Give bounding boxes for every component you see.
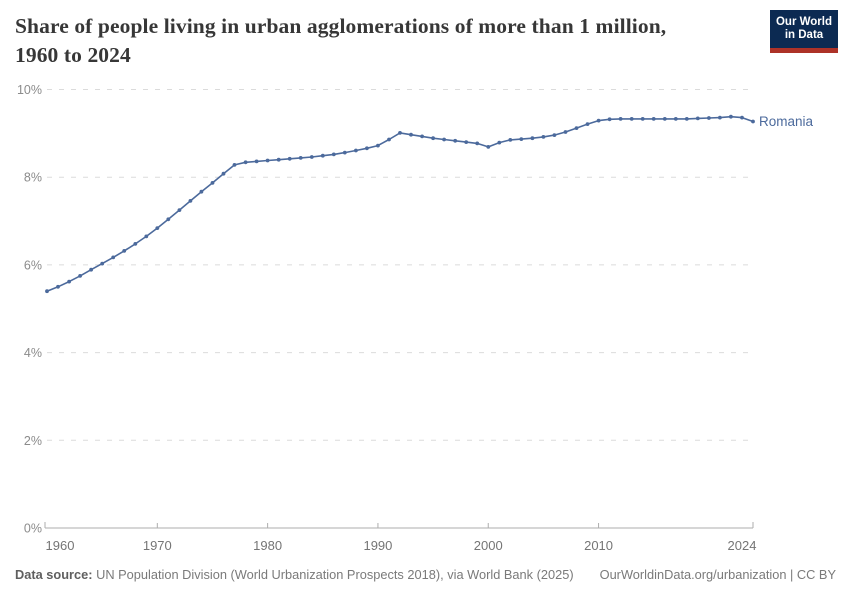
data-point[interactable] bbox=[177, 208, 182, 213]
data-point[interactable] bbox=[232, 163, 237, 167]
data-point[interactable] bbox=[552, 133, 557, 138]
data-point[interactable] bbox=[585, 122, 590, 126]
x-axis-tick-label: 1960 bbox=[46, 538, 75, 553]
data-point[interactable] bbox=[486, 145, 491, 149]
data-point[interactable] bbox=[684, 117, 689, 121]
data-point[interactable] bbox=[78, 274, 82, 278]
data-point[interactable] bbox=[420, 134, 424, 139]
data-point[interactable] bbox=[695, 116, 700, 121]
data-point[interactable] bbox=[243, 160, 248, 165]
data-point[interactable] bbox=[740, 115, 744, 120]
y-axis-tick-label: 4% bbox=[24, 346, 42, 360]
data-point[interactable] bbox=[331, 152, 336, 157]
data-source-label: Data source: bbox=[15, 567, 93, 582]
data-point[interactable] bbox=[221, 171, 226, 176]
chart-title-line1: Share of people living in urban agglomer… bbox=[15, 14, 667, 38]
x-axis-tick-label: 2000 bbox=[474, 538, 503, 553]
x-axis-tick-label: 1980 bbox=[253, 538, 282, 553]
data-point[interactable] bbox=[618, 117, 623, 121]
data-point[interactable] bbox=[89, 267, 93, 272]
data-point[interactable] bbox=[442, 137, 446, 142]
data-point[interactable] bbox=[607, 117, 612, 122]
data-point[interactable] bbox=[519, 137, 524, 142]
data-point[interactable] bbox=[100, 261, 105, 266]
data-point[interactable] bbox=[166, 217, 171, 222]
data-point[interactable] bbox=[497, 140, 502, 145]
data-point[interactable] bbox=[541, 135, 546, 139]
x-axis-tick-label: 2010 bbox=[584, 538, 613, 553]
data-point[interactable] bbox=[673, 117, 678, 121]
data-point[interactable] bbox=[122, 249, 127, 253]
y-axis-tick-label: 6% bbox=[24, 258, 42, 272]
data-point[interactable] bbox=[629, 117, 634, 121]
owid-citation-link[interactable]: OurWorldinData.org/urbanization | CC BY bbox=[599, 567, 836, 582]
data-point[interactable] bbox=[574, 126, 579, 130]
y-axis-tick-label: 2% bbox=[24, 434, 42, 448]
data-point[interactable] bbox=[409, 132, 413, 137]
data-point[interactable] bbox=[398, 131, 402, 135]
data-point[interactable] bbox=[651, 117, 656, 121]
chart-footer: Data source: UN Population Division (Wor… bbox=[15, 567, 836, 582]
data-point[interactable] bbox=[298, 156, 303, 160]
data-point[interactable] bbox=[309, 155, 314, 159]
data-point[interactable] bbox=[287, 156, 292, 161]
owid-logo-text-line1: Our World bbox=[775, 16, 832, 28]
x-axis-tick-label: 1990 bbox=[363, 538, 392, 553]
data-point[interactable] bbox=[563, 130, 568, 134]
y-axis-tick-label: 8% bbox=[24, 171, 42, 185]
series-end-label[interactable]: Romania bbox=[759, 114, 814, 129]
data-point[interactable] bbox=[387, 137, 391, 142]
data-point[interactable] bbox=[729, 114, 733, 119]
owid-logo[interactable]: Our World in Data bbox=[770, 10, 838, 53]
data-point[interactable] bbox=[662, 117, 667, 121]
data-point[interactable] bbox=[707, 116, 711, 120]
data-point[interactable] bbox=[508, 138, 513, 142]
data-point[interactable] bbox=[199, 189, 204, 194]
data-point[interactable] bbox=[464, 140, 469, 145]
x-axis-tick-label: 1970 bbox=[143, 538, 172, 553]
data-point[interactable] bbox=[188, 199, 193, 203]
data-point[interactable] bbox=[45, 289, 49, 294]
data-point[interactable] bbox=[751, 119, 755, 124]
data-point[interactable] bbox=[342, 150, 347, 155]
data-point[interactable] bbox=[431, 136, 435, 141]
data-point[interactable] bbox=[56, 284, 60, 289]
y-axis-tick-label: 10% bbox=[17, 83, 42, 97]
data-point[interactable] bbox=[596, 118, 601, 123]
x-axis-tick-label: 2024 bbox=[728, 538, 757, 553]
data-point[interactable] bbox=[320, 153, 325, 158]
data-point[interactable] bbox=[475, 141, 480, 146]
chart-title: Share of people living in urban agglomer… bbox=[15, 12, 755, 70]
data-point[interactable] bbox=[640, 117, 645, 121]
y-axis-tick-label: 0% bbox=[24, 522, 42, 536]
data-point[interactable] bbox=[144, 234, 149, 239]
data-point[interactable] bbox=[354, 148, 358, 153]
owid-logo-text-line2: in Data bbox=[784, 29, 824, 41]
data-point[interactable] bbox=[265, 158, 270, 163]
data-point[interactable] bbox=[276, 157, 281, 162]
data-point[interactable] bbox=[718, 115, 722, 120]
data-point[interactable] bbox=[210, 181, 215, 185]
chart-title-line2: 1960 to 2024 bbox=[15, 43, 131, 67]
data-point[interactable] bbox=[365, 146, 369, 151]
data-point[interactable] bbox=[254, 159, 259, 164]
data-source-note: Data source: UN Population Division (Wor… bbox=[15, 567, 574, 582]
data-point[interactable] bbox=[530, 136, 535, 141]
data-source-text: UN Population Division (World Urbanizati… bbox=[96, 567, 574, 582]
data-point[interactable] bbox=[376, 143, 380, 148]
data-point[interactable] bbox=[67, 279, 71, 284]
data-point[interactable] bbox=[111, 255, 116, 260]
data-point[interactable] bbox=[155, 226, 160, 231]
data-point[interactable] bbox=[453, 138, 458, 143]
data-point[interactable] bbox=[133, 242, 138, 246]
